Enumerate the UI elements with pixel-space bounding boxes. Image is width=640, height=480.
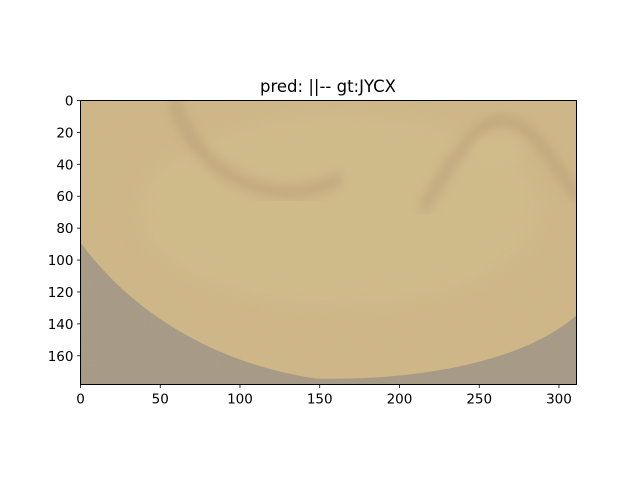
x-tick-label: 250 xyxy=(466,392,492,408)
y-axis: 0 20 40 60 80 100 120 140 160 xyxy=(48,94,81,365)
x-tick-label: 50 xyxy=(152,392,169,408)
x-tick-label: 0 xyxy=(76,392,85,408)
chart-title: pred: ||-- gt:JYCX xyxy=(260,77,396,96)
y-tick-label: 80 xyxy=(56,221,73,237)
photo-image xyxy=(80,100,577,385)
y-tick-label: 0 xyxy=(65,94,74,110)
y-tick-label: 140 xyxy=(48,317,74,333)
x-tick-label: 100 xyxy=(227,392,253,408)
y-tick-label: 40 xyxy=(56,157,73,173)
x-axis: 0 50 100 150 200 250 300 xyxy=(76,384,572,408)
y-tick-label: 60 xyxy=(56,189,73,205)
y-tick-label: 100 xyxy=(48,253,74,269)
y-tick-label: 20 xyxy=(56,125,73,141)
y-tick-label: 120 xyxy=(48,285,74,301)
y-tick-label: 160 xyxy=(48,349,74,365)
x-tick-label: 200 xyxy=(387,392,413,408)
axes-frame xyxy=(80,100,577,385)
x-tick-label: 300 xyxy=(546,392,572,408)
x-tick-label: 150 xyxy=(307,392,333,408)
